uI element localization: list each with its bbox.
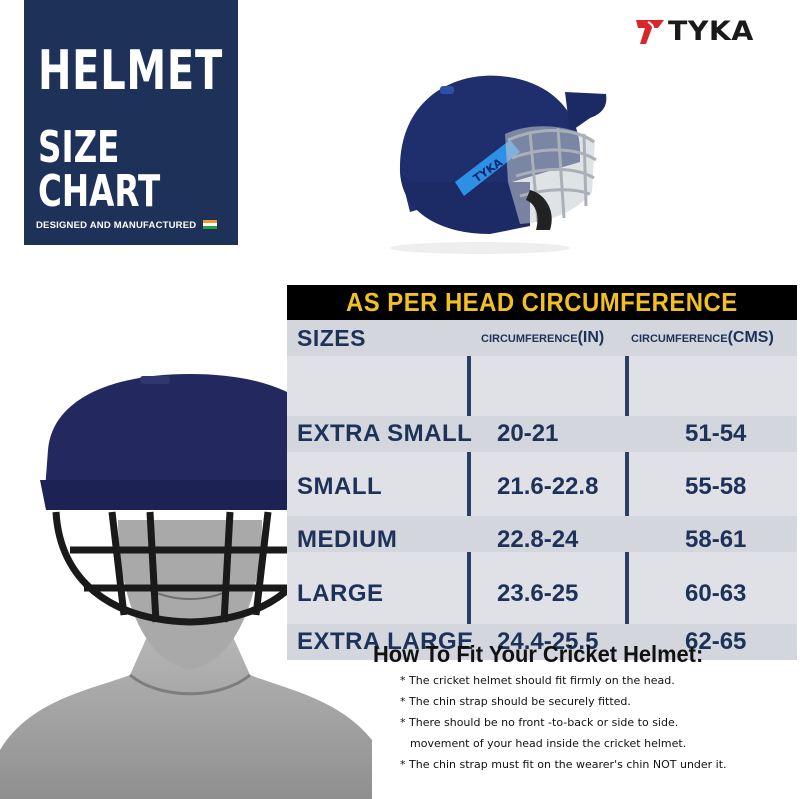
table-row: EXTRA SMALL 20-21 51-54 (287, 416, 797, 452)
tyka-logo-icon (636, 19, 664, 44)
india-flag-icon (203, 220, 218, 229)
table-row: LARGE 23.6-25 60-63 (287, 576, 797, 612)
inch-cell: 22.8-24 (497, 526, 579, 553)
table-row: MEDIUM 22.8-24 58-61 (287, 522, 797, 558)
fit-guide-list: * The cricket helmet should fit firmly o… (400, 670, 727, 775)
table-heading: AS PER HEAD CIRCUMFERENCE (287, 285, 797, 320)
inch-cell: 23.6-25 (497, 580, 579, 607)
inch-cell: 21.6-22.8 (497, 473, 599, 500)
cm-cell: 51-54 (685, 420, 747, 447)
table-header-row: SIZES CIRCUMFERENCE(IN) CIRCUMFERENCE(CM… (287, 320, 797, 356)
tagline: DESIGNED AND MANUFACTURED (36, 220, 218, 231)
cm-cell: 55-58 (685, 473, 747, 500)
tagline-text: DESIGNED AND MANUFACTURED (36, 220, 197, 231)
title-panel: HELMET SIZE CHART DESIGNED AND MANUFACTU… (24, 0, 238, 245)
list-item: * The cricket helmet should fit firmly o… (400, 674, 675, 687)
brand-name: TYKA (668, 16, 754, 47)
row-band (287, 624, 797, 660)
cm-cell: 60-63 (685, 580, 747, 607)
size-cell: EXTRA SMALL (297, 420, 473, 447)
inch-cell: 20-21 (497, 420, 559, 447)
page-subtitle: SIZE CHART (38, 122, 161, 217)
cm-cell: 58-61 (685, 526, 747, 553)
list-item: * The chin strap must fit on the wearer'… (400, 758, 727, 771)
size-table: AS PER HEAD CIRCUMFERENCE SIZES CIRCUMFE… (287, 285, 797, 660)
cm-cell: 62-65 (685, 628, 747, 655)
column-header-cms: CIRCUMFERENCE(CMS) (631, 329, 774, 346)
column-header-inches: CIRCUMFERENCE(IN) (481, 329, 605, 346)
table-row: EXTRA LARGE 24.4-25.5 62-65 (287, 624, 797, 660)
list-item: * The chin strap should be securely fitt… (400, 695, 631, 708)
fit-guide-title: How To Fit Your Cricket Helmet: (373, 641, 704, 667)
page-title: HELMET (38, 39, 223, 102)
column-divider (467, 320, 471, 660)
row-band (287, 416, 797, 452)
table-row: SMALL 21.6-22.8 55-58 (287, 469, 797, 505)
cricket-helmet-icon: TYKA (390, 75, 607, 254)
size-cell: EXTRA LARGE (297, 628, 474, 655)
table-body: SIZES CIRCUMFERENCE(IN) CIRCUMFERENCE(CM… (287, 320, 797, 660)
list-item: * There should be no front -to-back or s… (400, 716, 679, 729)
column-header-size: SIZES (297, 324, 366, 351)
inch-cell: 24.4-25.5 (497, 628, 599, 655)
size-cell: LARGE (297, 580, 384, 607)
size-cell: SMALL (297, 473, 383, 500)
size-cell: MEDIUM (297, 526, 398, 553)
column-divider (625, 320, 629, 660)
brand-logo: TYKA (634, 16, 753, 47)
row-band (287, 516, 797, 552)
list-item: movement of your head inside the cricket… (410, 737, 687, 750)
